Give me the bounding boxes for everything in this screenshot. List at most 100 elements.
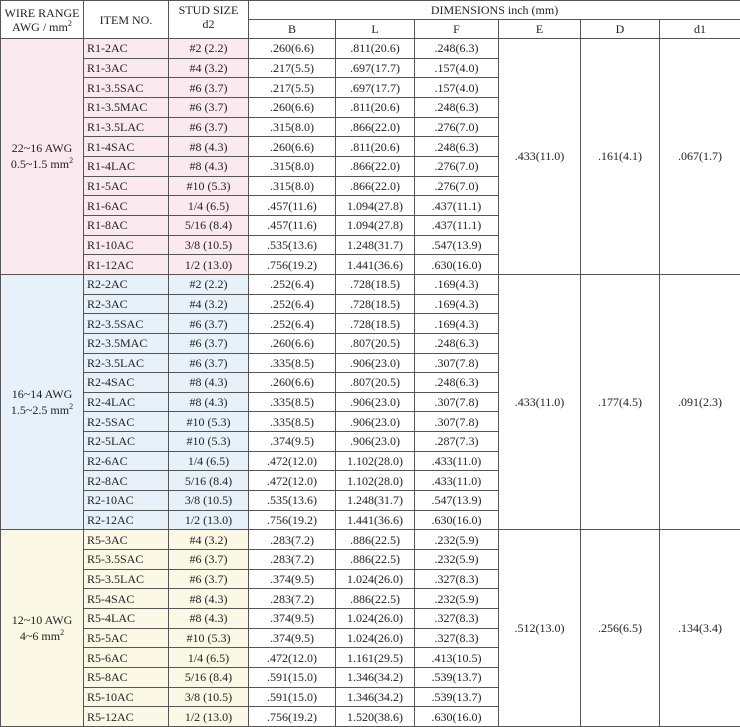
dim-d-cell: .256(6.5) (580, 529, 660, 727)
wire-range-cell: 12~10 AWG 4~6 mm2 (0, 529, 84, 727)
item-no-cell: R5-3.5SAC (83, 549, 169, 570)
dim-f-cell: .630(16.0) (414, 254, 499, 275)
table-row: R1-5AC #10 (5.3) .315(8.0) .866(22.0) .276(7… (1, 175, 740, 197)
stud-size-header: STUD SIZE d2 (168, 0, 249, 39)
dim-f-cell: .630(16.0) (414, 706, 499, 727)
dim-f-cell: .433(11.0) (414, 450, 499, 472)
dim-f-cell: .307(7.8) (414, 411, 499, 433)
wire-range-mm-sup: 2 (69, 156, 74, 166)
dim-e-cell: .512(13.0) (498, 529, 581, 727)
stud-size-cell: 5/16 (8.4) (168, 470, 249, 492)
dim-l-cell: 1.346(34.2) (335, 667, 415, 688)
stud-size-cell: 1/4 (6.5) (168, 647, 249, 668)
table-row: R1-10AC 3/8 (10.5) .535(13.6) 1.248(31.7) .5… (1, 234, 740, 256)
dim-l-cell: .886(22.5) (335, 549, 415, 570)
stud-size-cell: #4 (3.2) (168, 293, 249, 315)
dim-l-cell: 1.248(31.7) (335, 490, 415, 511)
item-no-header: ITEM NO. (83, 0, 169, 39)
dim-l-cell: 1.102(28.0) (335, 470, 415, 492)
wire-range-unit-sup: 2 (67, 18, 72, 28)
dim-f-cell: .539(13.7) (414, 686, 499, 708)
table-row: R5-5AC #10 (5.3) .374(9.5) 1.024(26.0) .327(… (1, 627, 740, 649)
wire-range-mm-sup: 2 (60, 628, 65, 638)
dim-l-cell: .697(17.7) (335, 77, 415, 98)
item-no-cell: R2-2AC (83, 273, 169, 295)
dim-f-cell: .248(6.3) (414, 332, 499, 354)
dim-b-cell: .591(15.0) (248, 667, 336, 688)
dim-b-cell: .756(19.2) (248, 254, 336, 275)
dim-b-cell: .756(19.2) (248, 509, 336, 531)
stud-size-cell: #6 (3.7) (168, 332, 249, 354)
item-no-cell: R1-3.5LAC (83, 116, 169, 138)
dim-l-cell: .886(22.5) (335, 529, 415, 551)
stud-size-cell: 5/16 (8.4) (168, 214, 249, 236)
dim-b-cell: .252(6.4) (248, 293, 336, 315)
dim-f-cell: .547(13.9) (414, 234, 499, 256)
dim-l-cell: .866(22.0) (335, 116, 415, 138)
dim-f-cell: .169(4.3) (414, 313, 499, 334)
dim-l-cell: 1.024(26.0) (335, 608, 415, 629)
dim-d-cell: .161(4.1) (580, 38, 660, 275)
table-row: R1-3.5LAC #6 (3.7) .315(8.0) .866(22.0) .276… (1, 116, 740, 138)
dim-d1-cell: .091(2.3) (658, 273, 740, 531)
dim-b-cell: .457(11.6) (248, 214, 336, 236)
wire-range-header: WIRE RANGE AWG / mm2 (0, 0, 84, 39)
item-no-cell: R2-3.5SAC (83, 313, 169, 334)
table-row: R5-3.5LAC #6 (3.7) .374(9.5) 1.024(26.0) .32… (1, 568, 740, 590)
item-no-cell: R2-8AC (83, 470, 169, 492)
stud-size-cell: 1/4 (6.5) (168, 450, 249, 472)
item-no-cell: R2-3.5LAC (83, 352, 169, 374)
wire-range-mm: 4~6 mm (19, 629, 61, 644)
item-no-cell: R1-3.5MAC (83, 96, 169, 118)
item-no-cell: R5-4SAC (83, 588, 169, 610)
table-row: R5-10AC 3/8 (10.5) .591(15.0) 1.346(34.2) .5… (1, 686, 740, 708)
item-no-cell: R2-10AC (83, 490, 169, 511)
table-row: R2-3.5LAC #6 (3.7) .335(8.5) .906(23.0) .307… (1, 352, 740, 374)
stud-size-cell: #10 (5.3) (168, 411, 249, 433)
col-l-header: L (335, 19, 415, 39)
stud-size-cell: #10 (5.3) (168, 175, 249, 197)
dim-l-cell: 1.441(36.6) (335, 254, 415, 275)
table-row: R2-6AC 1/4 (6.5) .472(12.0) 1.102(28.0) .433… (1, 450, 740, 472)
dim-f-cell: .539(13.7) (414, 667, 499, 688)
stud-size-cell: #8 (4.3) (168, 136, 249, 157)
stud-size-cell: #10 (5.3) (168, 431, 249, 452)
item-no-cell: R1-5AC (83, 175, 169, 197)
dim-f-cell: .287(7.3) (414, 431, 499, 452)
dim-b-cell: .472(12.0) (248, 450, 336, 472)
dim-f-cell: .169(4.3) (414, 273, 499, 295)
dim-b-cell: .315(8.0) (248, 155, 336, 177)
stud-size-cell: #6 (3.7) (168, 568, 249, 590)
dim-l-cell: .728(18.5) (335, 273, 415, 295)
stud-size-cell: 3/8 (10.5) (168, 234, 249, 256)
table-row: R2-4SAC #8 (4.3) .260(6.6) .807(20.5) .248(6… (1, 372, 740, 393)
dim-f-cell: .276(7.0) (414, 175, 499, 197)
dim-f-cell: .327(8.3) (414, 568, 499, 590)
stud-size-cell: #4 (3.2) (168, 529, 249, 551)
dim-f-cell: .169(4.3) (414, 293, 499, 315)
dim-f-cell: .327(8.3) (414, 627, 499, 649)
stud-size-cell: #8 (4.3) (168, 588, 249, 610)
stud-size-cell: 5/16 (8.4) (168, 667, 249, 688)
dim-l-cell: .811(20.6) (335, 38, 415, 59)
dim-f-cell: .157(4.0) (414, 77, 499, 98)
table-row: R5-12AC 1/2 (13.0) .756(19.2) 1.520(38.6) .6… (1, 706, 740, 727)
stud-size-cell: 1/2 (13.0) (168, 254, 249, 275)
item-no-cell: R2-5SAC (83, 411, 169, 433)
dim-l-cell: .866(22.0) (335, 155, 415, 177)
dim-f-cell: .307(7.8) (414, 352, 499, 374)
table-row: R1-8AC 5/16 (8.4) .457(11.6) 1.094(27.8) .43… (1, 214, 740, 236)
dim-l-cell: 1.441(36.6) (335, 509, 415, 531)
dim-d-cell: .177(4.5) (580, 273, 660, 531)
item-no-cell: R1-2AC (83, 38, 169, 59)
wire-range-unit: AWG / mm (12, 19, 68, 34)
dim-f-cell: .232(5.9) (414, 588, 499, 610)
stud-size-sub: d2 (202, 17, 215, 31)
header-row-sub: B L F E D d1 (1, 19, 740, 39)
wire-range-label: WIRE RANGE (4, 5, 80, 20)
item-no-cell: R2-3.5MAC (83, 332, 169, 354)
stud-size-cell: #4 (3.2) (168, 57, 249, 79)
dim-b-cell: .217(5.5) (248, 57, 336, 79)
item-no-cell: R5-10AC (83, 686, 169, 708)
